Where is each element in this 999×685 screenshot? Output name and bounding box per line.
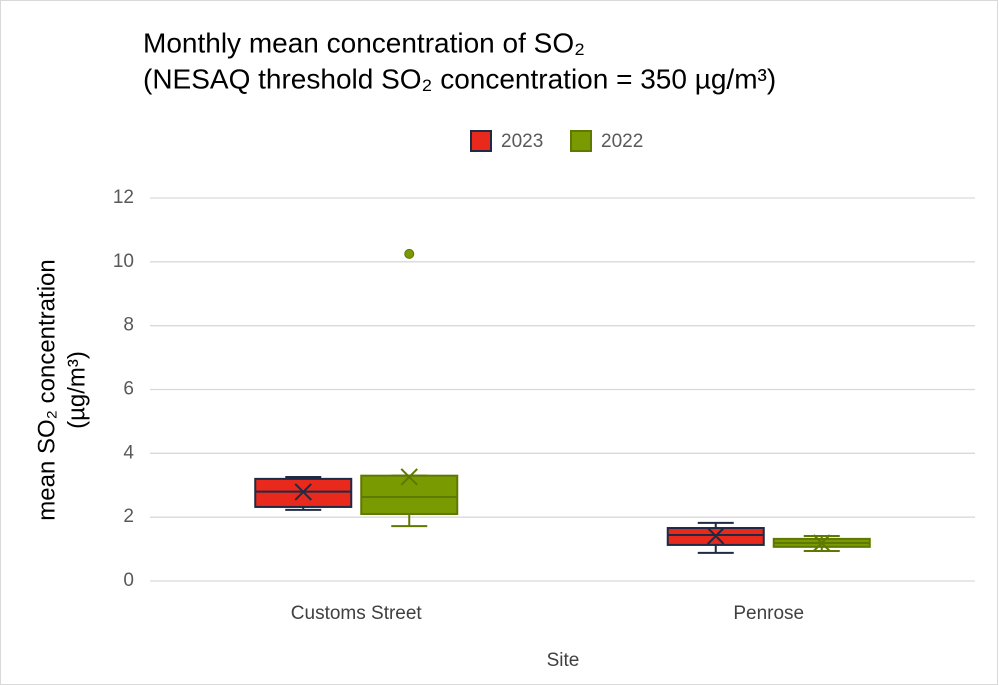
chart-title: Monthly mean concentration of SO₂	[143, 27, 585, 58]
y-tick-label: 2	[123, 506, 134, 527]
outlier	[404, 248, 415, 259]
y-axis-title-line: (µg/m³)	[63, 351, 90, 429]
mean-marker	[707, 527, 725, 545]
legend-swatch	[470, 130, 492, 152]
y-axis-title: mean SO₂ concentration (µg/m³)	[33, 259, 90, 520]
chart-subtitle: (NESAQ threshold SO₂ concentration = 350…	[143, 63, 776, 94]
y-tick-label: 10	[113, 251, 134, 272]
legend-label: 2023	[501, 131, 543, 152]
x-tick-label: Penrose	[733, 603, 804, 624]
box	[254, 477, 353, 508]
mean-marker	[400, 468, 418, 486]
y-tick-label: 6	[123, 379, 134, 400]
mean-marker	[294, 483, 312, 501]
legend-swatch	[570, 130, 592, 152]
y-tick-label: 8	[123, 315, 134, 336]
y-tick-label: 0	[123, 570, 134, 591]
x-axis-title: Site	[547, 650, 580, 671]
y-axis-title-line: mean SO₂ concentration	[33, 259, 60, 520]
mean-marker	[813, 534, 831, 552]
box	[360, 474, 459, 515]
y-tick-label: 4	[123, 442, 134, 463]
x-tick-label: Customs Street	[291, 603, 423, 624]
legend-label: 2022	[601, 131, 643, 152]
y-tick-label: 12	[113, 187, 134, 208]
